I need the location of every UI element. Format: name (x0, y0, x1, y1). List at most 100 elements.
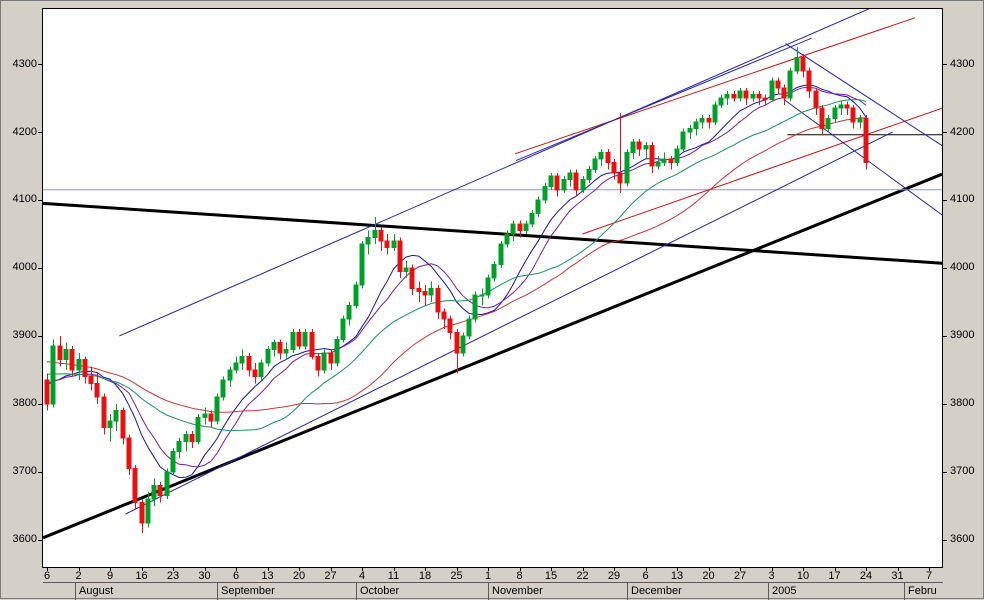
candle-body-up (535, 199, 541, 215)
trendline-blue-breakdown-steep[interactable] (783, 98, 942, 216)
candle-body-down (208, 413, 214, 422)
month-separator (768, 582, 769, 600)
candle-body-down (309, 332, 315, 357)
candle-body-down (422, 291, 428, 296)
month-label-2005: 2005 (772, 585, 797, 597)
week-tick-label: 1 (484, 570, 492, 582)
week-tick-mark (425, 568, 426, 571)
candle-body-up (76, 359, 82, 371)
price-tick-mark-right (943, 539, 947, 541)
week-tick-label: 2 (75, 570, 82, 582)
week-tick-label: 23 (166, 570, 180, 582)
candle-body-down (157, 484, 163, 497)
candle-body-up (233, 362, 239, 371)
trendline-blue-channel-upper[interactable] (119, 9, 870, 337)
week-tick-label: 3 (768, 570, 775, 582)
candle-body-up (195, 417, 201, 442)
price-tick-mark-right (943, 267, 947, 269)
candle-body-down (139, 501, 145, 524)
candle-body-up (680, 131, 686, 150)
chart-plot-area[interactable] (42, 8, 943, 568)
candle-body-up (466, 318, 472, 337)
price-tick-mark-left (38, 267, 42, 269)
price-tick-label-right-3700: 3700 (950, 465, 975, 478)
week-tick-mark (362, 568, 363, 571)
week-tick-mark (551, 568, 552, 571)
trendline-blue-channel-lower[interactable] (125, 131, 893, 515)
week-tick-mark (236, 568, 237, 571)
candle-body-up (334, 338, 340, 364)
month-separator (75, 582, 76, 600)
candle-body-down (731, 94, 737, 99)
candle-body-down (246, 355, 252, 371)
trendline-long-downtrend-thick[interactable] (43, 201, 942, 265)
trendline-red-steep-channel-lower[interactable] (582, 107, 942, 235)
week-tick-label: 22 (576, 570, 589, 582)
week-tick-mark (173, 568, 174, 571)
candle-body-down (844, 104, 850, 109)
candle-body-up (283, 349, 289, 354)
candle-body-up (321, 352, 327, 371)
candle-body-down (611, 162, 617, 174)
trendline-blue-steep-channel[interactable] (515, 37, 812, 162)
candle-body-down (850, 107, 856, 123)
ma-mid-violet (46, 86, 867, 468)
candle-body-up (202, 413, 208, 419)
price-tick-mark-right (943, 471, 947, 473)
candle-body-up (258, 362, 264, 378)
price-tick-label-right-3800: 3800 (950, 397, 975, 410)
price-tick-label-left-4300: 4300 (12, 57, 37, 70)
week-tick-label: 29 (607, 570, 621, 582)
candle-body-up (580, 179, 586, 191)
candle-body-up (340, 318, 346, 340)
candle-body-down (189, 434, 195, 442)
candle-body-up (372, 230, 378, 238)
week-tick-label: 25 (450, 570, 463, 582)
candle-body-up (794, 56, 800, 72)
price-tick-mark-left (38, 199, 42, 201)
week-tick-mark (110, 568, 111, 571)
candle-body-up (227, 369, 233, 381)
week-tick-mark (204, 568, 206, 571)
candle-body-up (170, 451, 176, 473)
week-tick-label: 27 (324, 570, 337, 582)
price-tick-mark-left (38, 471, 42, 473)
candle-body-up (750, 94, 756, 99)
week-tick-mark (47, 568, 48, 571)
week-tick-label: 17 (828, 570, 841, 582)
price-tick-mark-left (38, 335, 42, 337)
trendlines-group (43, 9, 942, 540)
trendline-red-steep-channel-upper[interactable] (514, 17, 916, 155)
candle-body-down (378, 230, 384, 242)
month-separator (488, 582, 489, 600)
candle-body-up (529, 213, 535, 225)
candle-body-down (296, 332, 302, 347)
candlestick-chart[interactable] (43, 9, 942, 567)
candle-body-up (214, 396, 220, 422)
candle-body-up (50, 345, 56, 405)
week-tick-mark (897, 568, 899, 571)
trendline-blue-breakdown-shallow[interactable] (785, 43, 942, 147)
week-tick-mark (330, 568, 332, 571)
candle-body-down (44, 379, 50, 405)
week-tick-mark (803, 568, 804, 571)
candle-body-down (57, 345, 63, 361)
candle-body-down (384, 240, 390, 249)
candle-body-down (126, 437, 132, 469)
week-tick-label: 15 (544, 570, 558, 582)
week-tick-label: 27 (733, 570, 747, 582)
week-tick-mark (519, 568, 521, 571)
candle-body-down (101, 396, 107, 429)
trendline-primary-uptrend-thick[interactable] (43, 172, 942, 540)
candle-body-up (460, 335, 466, 354)
candle-body-up (724, 94, 730, 99)
month-label-september: September (221, 585, 275, 597)
week-tick-label: 4 (358, 570, 366, 582)
candle-body-up (523, 223, 529, 232)
candle-body-down (806, 70, 812, 92)
candle-body-down (120, 410, 126, 439)
candle-body-down (781, 87, 787, 99)
candle-body-up (265, 349, 271, 364)
candle-body-up (787, 70, 793, 99)
week-tick-label: 6 (43, 570, 51, 582)
